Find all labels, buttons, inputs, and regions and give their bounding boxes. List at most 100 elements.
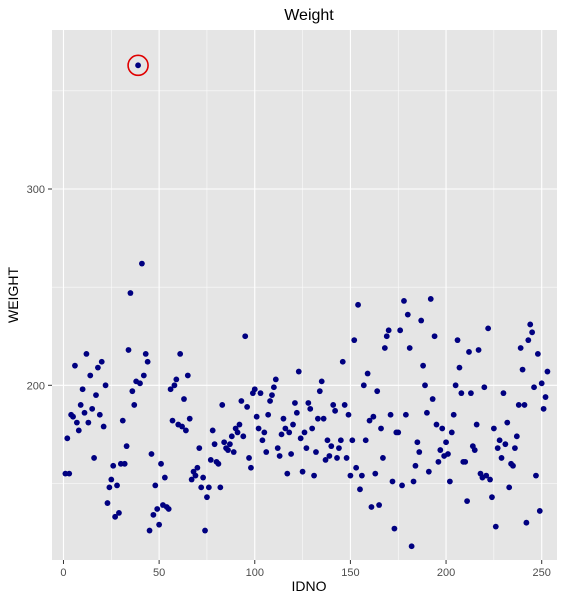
data-point xyxy=(368,504,375,510)
data-point xyxy=(299,468,306,475)
data-point xyxy=(316,388,323,395)
data-point xyxy=(391,525,398,532)
data-point xyxy=(347,472,354,479)
data-point xyxy=(119,417,126,424)
data-point xyxy=(274,445,281,452)
data-point xyxy=(146,527,153,534)
data-point xyxy=(110,462,117,469)
data-point xyxy=(192,472,199,479)
data-point xyxy=(96,411,103,418)
data-point xyxy=(106,484,113,491)
data-point xyxy=(148,451,155,457)
data-point xyxy=(542,394,549,400)
data-point xyxy=(500,390,507,397)
data-point xyxy=(385,327,392,334)
data-point xyxy=(412,462,419,469)
data-point xyxy=(81,409,88,416)
data-point xyxy=(366,417,373,424)
data-point xyxy=(489,494,495,501)
data-point xyxy=(87,372,94,379)
data-point xyxy=(425,468,432,475)
data-point xyxy=(519,366,526,373)
data-point xyxy=(259,437,266,444)
y-tick-label: 200 xyxy=(27,380,45,392)
data-point xyxy=(234,429,241,436)
data-point xyxy=(326,453,333,459)
data-point xyxy=(72,362,78,369)
data-point xyxy=(383,333,390,340)
data-point xyxy=(358,472,365,479)
data-point xyxy=(131,402,138,408)
data-point xyxy=(318,378,325,385)
data-point xyxy=(370,413,377,420)
data-point xyxy=(401,297,407,304)
data-point xyxy=(418,317,425,324)
data-point xyxy=(139,260,145,267)
data-point xyxy=(209,427,216,434)
data-point xyxy=(437,447,444,453)
data-point xyxy=(112,513,119,520)
data-point xyxy=(473,421,480,428)
x-tick-label: 250 xyxy=(533,567,551,579)
data-point xyxy=(452,382,459,389)
data-point xyxy=(280,415,287,422)
data-point xyxy=(248,464,254,471)
data-point xyxy=(372,470,379,477)
data-point xyxy=(490,425,497,432)
data-point xyxy=(307,405,314,412)
data-point xyxy=(183,427,189,434)
plot-panel xyxy=(52,30,557,560)
data-point xyxy=(439,425,446,432)
data-point xyxy=(445,451,451,457)
data-point xyxy=(466,349,472,355)
data-point xyxy=(487,476,493,483)
data-point xyxy=(204,494,210,501)
data-point xyxy=(427,296,434,302)
data-point xyxy=(353,464,360,471)
data-point xyxy=(529,329,536,336)
data-point xyxy=(448,429,455,436)
data-point xyxy=(357,486,363,493)
data-point xyxy=(263,449,270,455)
data-point xyxy=(429,396,436,402)
data-point xyxy=(83,350,90,357)
data-point xyxy=(261,429,268,436)
data-point xyxy=(253,413,260,420)
x-tick-label: 0 xyxy=(60,567,66,579)
data-point xyxy=(225,447,231,453)
data-point xyxy=(485,325,492,332)
data-point xyxy=(355,301,361,308)
data-point xyxy=(416,449,423,455)
data-point xyxy=(435,458,442,465)
data-point xyxy=(534,350,541,357)
data-point xyxy=(343,455,350,461)
data-point xyxy=(177,350,184,357)
data-point xyxy=(202,527,208,534)
data-point xyxy=(116,509,122,516)
data-point xyxy=(536,508,543,514)
data-point xyxy=(506,484,513,491)
data-point xyxy=(156,521,163,528)
data-point xyxy=(410,478,417,485)
data-point xyxy=(284,470,291,477)
data-point xyxy=(246,455,252,461)
data-point xyxy=(77,402,84,408)
data-point xyxy=(85,419,92,426)
data-point xyxy=(389,478,396,485)
data-point xyxy=(322,456,329,463)
grid-lines xyxy=(52,30,557,560)
data-point xyxy=(512,445,518,452)
data-point xyxy=(114,482,120,489)
data-point xyxy=(337,437,344,444)
data-point xyxy=(169,417,176,424)
data-point xyxy=(100,423,107,430)
data-point xyxy=(510,462,516,469)
data-point xyxy=(351,337,358,344)
data-point xyxy=(226,441,233,448)
data-point xyxy=(496,437,503,444)
data-point xyxy=(238,398,245,404)
data-point xyxy=(75,427,82,434)
data-point xyxy=(422,382,428,389)
y-tick-labels: 200 300 xyxy=(27,184,52,392)
